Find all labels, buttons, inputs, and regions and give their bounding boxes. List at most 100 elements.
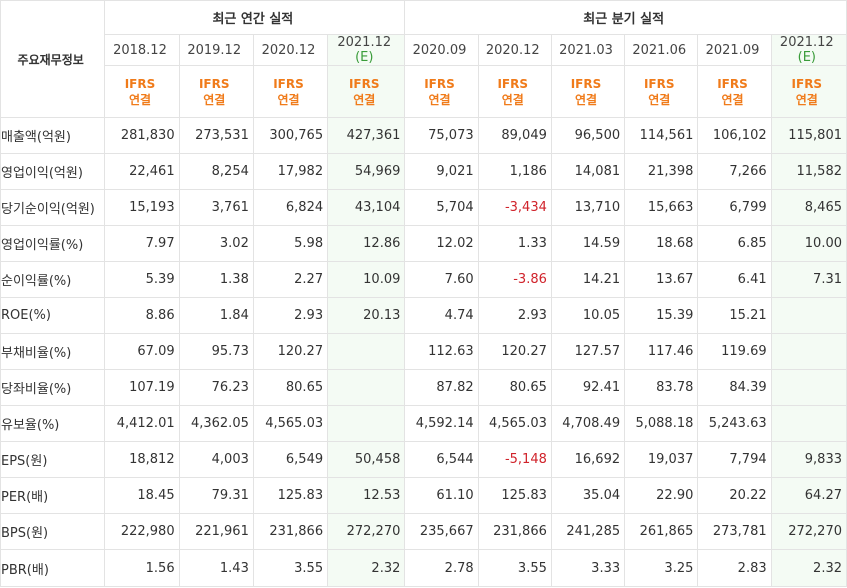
- value-cell: 235,667: [404, 513, 479, 550]
- ifrs-label: IFRS: [124, 76, 156, 91]
- table-row: 영업이익률(%) 7.97 3.02 5.98 12.86 12.02 1.33 14.59 1…: [0, 225, 847, 262]
- value-cell: 20.13: [327, 297, 406, 334]
- annual-period-header: 2021.12 (E): [327, 34, 406, 66]
- value-cell: 222,980: [104, 513, 180, 550]
- value-cell: 119.69: [697, 333, 772, 370]
- value-cell: 5,243.63: [697, 405, 772, 442]
- value-cell: 67.09: [104, 333, 180, 370]
- quarterly-period-header: 2020.12: [477, 34, 552, 66]
- ifrs-label: IFRS: [570, 76, 602, 91]
- ifrs-label: IFRS: [497, 76, 529, 91]
- value-cell: 273,531: [178, 117, 254, 154]
- period-label: 2021.06: [632, 42, 687, 58]
- value-cell: 6.41: [697, 261, 772, 298]
- table-row: EPS(원) 18,812 4,003 6,549 50,458 6,544 -5,148 1…: [0, 441, 847, 478]
- value-cell: 7,266: [697, 153, 772, 190]
- value-cell: 43,104: [327, 189, 406, 226]
- value-cell: 231,866: [477, 513, 552, 550]
- ifrs-consolidated-label: IFRS 연결: [697, 65, 772, 118]
- value-cell: 8.86: [104, 297, 180, 334]
- value-cell: 16,692: [550, 441, 626, 478]
- value-cell: 14.59: [550, 225, 626, 262]
- value-cell: 241,285: [550, 513, 626, 550]
- row-label: EPS(원): [0, 441, 106, 478]
- row-label: 당좌비율(%): [0, 369, 106, 406]
- quarterly-period-header: 2021.12 (E): [770, 34, 847, 66]
- value-cell: 54,969: [327, 153, 406, 190]
- consolidated-label: 연결: [203, 92, 226, 107]
- value-cell: 107.19: [104, 369, 180, 406]
- period-label: 2019.12: [187, 42, 242, 58]
- period-label: 2020.12: [261, 42, 316, 58]
- value-cell: 1.33: [477, 225, 552, 262]
- value-cell: 8,465: [770, 189, 847, 226]
- table-row: PBR(배) 1.56 1.43 3.55 2.32 2.78 3.55 3.33 3.25 2.…: [0, 549, 847, 587]
- value-cell: 2.32: [327, 549, 406, 587]
- consolidated-label: 연결: [648, 92, 671, 107]
- value-cell: -5,148: [477, 441, 552, 478]
- value-cell: 1,186: [477, 153, 552, 190]
- value-cell: 8,254: [178, 153, 254, 190]
- row-label: PBR(배): [0, 549, 106, 587]
- value-cell: 15.21: [697, 297, 772, 334]
- value-cell: 6,824: [252, 189, 329, 226]
- value-cell: 64.27: [770, 477, 847, 514]
- value-cell: 125.83: [252, 477, 329, 514]
- value-cell: 92.41: [550, 369, 626, 406]
- period-label: 2020.12: [485, 42, 540, 58]
- quarterly-period-header: 2021.09: [697, 34, 772, 66]
- value-cell: 79.31: [178, 477, 254, 514]
- value-cell: 272,270: [327, 513, 406, 550]
- value-cell: 1.84: [178, 297, 254, 334]
- value-cell: 20.22: [697, 477, 772, 514]
- value-cell: 22.90: [624, 477, 699, 514]
- ifrs-consolidated-label: IFRS 연결: [327, 65, 406, 118]
- value-cell: 2.93: [477, 297, 552, 334]
- value-cell: 12.02: [404, 225, 479, 262]
- row-label: 당기순이익(억원): [0, 189, 106, 226]
- value-cell: 21,398: [624, 153, 699, 190]
- value-cell: 1.43: [178, 549, 254, 587]
- value-cell: 427,361: [327, 117, 406, 154]
- consolidated-label: 연결: [428, 92, 451, 107]
- value-cell: 18,812: [104, 441, 180, 478]
- value-cell: 4,003: [178, 441, 254, 478]
- value-cell: 3,761: [178, 189, 254, 226]
- period-label: 2021.12: [337, 35, 392, 51]
- consolidated-label: 연결: [574, 92, 598, 107]
- value-cell: [770, 405, 847, 442]
- value-cell: 231,866: [252, 513, 329, 550]
- value-cell: 14.21: [550, 261, 626, 298]
- value-cell: 114,561: [624, 117, 699, 154]
- value-cell: 117.46: [624, 333, 699, 370]
- value-cell: 4,708.49: [550, 405, 626, 442]
- period-header-row: 2018.12 2019.12 2020.12 2021.12 (E) 2020.09 20…: [1, 34, 847, 66]
- row-label: 영업이익(억원): [0, 153, 106, 190]
- ifrs-label: IFRS: [424, 76, 455, 91]
- quarterly-period-header: 2020.09: [404, 34, 479, 66]
- value-cell: 6.85: [697, 225, 772, 262]
- value-cell: 76.23: [178, 369, 254, 406]
- value-cell: 7.60: [404, 261, 479, 298]
- value-cell: 272,270: [770, 513, 847, 550]
- value-cell: 273,781: [697, 513, 772, 550]
- value-cell: 9,021: [404, 153, 479, 190]
- value-cell: 18.45: [104, 477, 180, 514]
- value-cell: 83.78: [624, 369, 699, 406]
- table-row: 당기순이익(억원) 15,193 3,761 6,824 43,104 5,704 -3,4…: [0, 189, 847, 226]
- ifrs-label: IFRS: [273, 76, 304, 91]
- value-cell: 15.39: [624, 297, 699, 334]
- period-label: 2021.12: [779, 35, 834, 51]
- value-cell: 18.68: [624, 225, 699, 262]
- ifrs-label: IFRS: [348, 76, 380, 91]
- value-cell: 2.83: [697, 549, 772, 587]
- value-cell: 35.04: [550, 477, 626, 514]
- value-cell: 2.27: [252, 261, 329, 298]
- value-cell: 261,865: [624, 513, 699, 550]
- row-label: PER(배): [0, 477, 106, 514]
- ifrs-consolidated-label: IFRS 연결: [477, 65, 552, 118]
- ifrs-label: IFRS: [717, 76, 748, 91]
- consolidated-label: 연결: [353, 92, 376, 107]
- value-cell: -3.86: [477, 261, 552, 298]
